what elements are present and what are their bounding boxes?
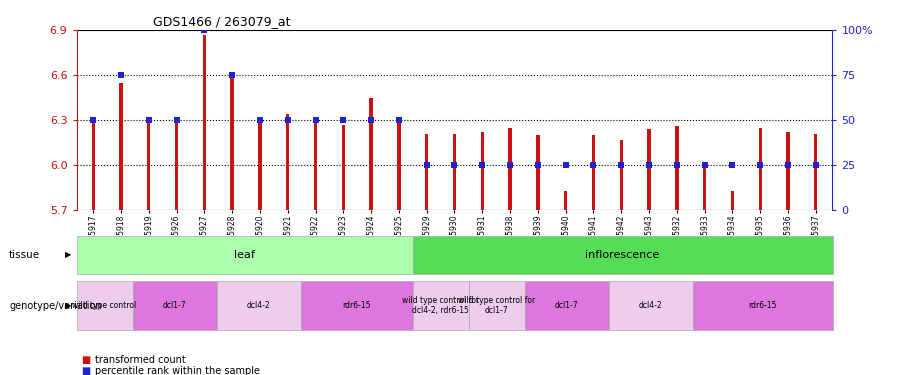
Text: wild type control for
dcl1-7: wild type control for dcl1-7	[458, 296, 536, 315]
Bar	[342, 124, 345, 210]
Text: rdr6-15: rdr6-15	[342, 301, 371, 310]
Bar	[175, 118, 178, 210]
Bar	[230, 72, 234, 210]
Bar	[202, 34, 206, 210]
Bar	[481, 132, 484, 210]
Text: ■: ■	[81, 355, 90, 365]
Bar	[647, 129, 651, 210]
Bar	[536, 135, 539, 210]
Text: ▶: ▶	[65, 251, 71, 260]
Bar	[258, 122, 262, 210]
Bar	[453, 134, 456, 210]
Text: percentile rank within the sample: percentile rank within the sample	[95, 366, 260, 375]
Bar	[425, 134, 428, 210]
Bar	[619, 140, 623, 210]
Text: ▶: ▶	[65, 301, 71, 310]
Text: rdr6-15: rdr6-15	[748, 301, 777, 310]
Text: transformed count: transformed count	[95, 355, 186, 365]
Text: wild type control for
dcl4-2, rdr6-15: wild type control for dcl4-2, rdr6-15	[402, 296, 479, 315]
Text: dcl4-2: dcl4-2	[247, 301, 270, 310]
Bar	[787, 132, 789, 210]
Bar	[314, 123, 317, 210]
Bar	[759, 128, 762, 210]
Text: leaf: leaf	[234, 250, 255, 260]
Bar	[120, 82, 122, 210]
Bar	[147, 122, 150, 210]
Bar	[286, 114, 290, 210]
Text: ■: ■	[81, 366, 90, 375]
Bar	[675, 126, 679, 210]
Text: genotype/variation: genotype/variation	[9, 301, 102, 310]
Bar	[508, 128, 512, 210]
Bar	[814, 134, 817, 210]
Bar	[92, 117, 94, 210]
Bar	[397, 122, 400, 210]
Bar	[369, 98, 373, 210]
Text: GDS1466 / 263079_at: GDS1466 / 263079_at	[153, 15, 291, 28]
Bar	[703, 166, 706, 210]
Bar	[731, 190, 734, 210]
Text: dcl4-2: dcl4-2	[639, 301, 662, 310]
Text: tissue: tissue	[9, 250, 40, 260]
Text: dcl1-7: dcl1-7	[554, 301, 579, 310]
Bar	[564, 190, 567, 210]
Text: dcl1-7: dcl1-7	[163, 301, 186, 310]
Bar	[592, 135, 595, 210]
Text: inflorescence: inflorescence	[585, 250, 660, 260]
Text: wild type control: wild type control	[72, 301, 137, 310]
